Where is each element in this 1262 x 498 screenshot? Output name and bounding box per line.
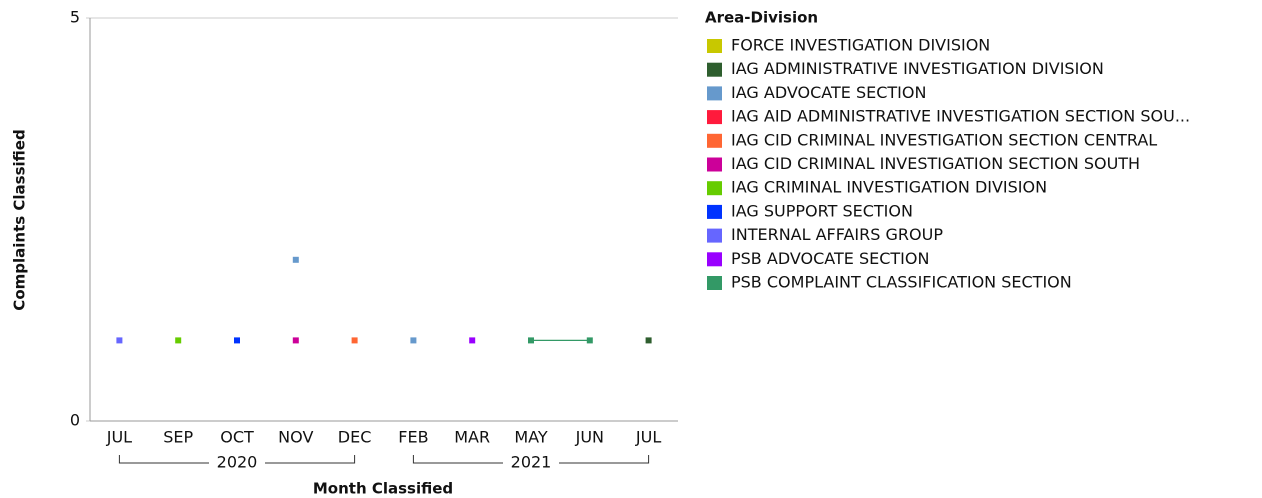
marker — [292, 337, 299, 344]
group-bracket — [118, 455, 356, 464]
marker — [645, 337, 652, 344]
marker — [528, 337, 534, 344]
x-tick-label: JUL — [635, 428, 661, 447]
x-tick-label: SEP — [163, 428, 193, 447]
legend-label: IAG AID ADMINISTRATIVE INVESTIGATION SEC… — [731, 107, 1190, 126]
legend-swatch — [707, 276, 722, 290]
group-label: 2021 — [511, 453, 552, 472]
legend-swatch — [707, 228, 722, 243]
x-axis-label: Month Classified — [313, 480, 453, 498]
legend-swatch — [707, 62, 722, 77]
x-tick-label: MAR — [454, 428, 490, 447]
legend-swatch — [707, 110, 722, 125]
y-tick-label: 5 — [70, 8, 80, 27]
legend-label: IAG ADVOCATE SECTION — [731, 83, 926, 102]
y-tick-label: 0 — [70, 411, 80, 430]
x-tick-label: OCT — [220, 428, 254, 447]
legend-label: IAG CRIMINAL INVESTIGATION DIVISION — [731, 178, 1047, 197]
legend-swatch — [707, 133, 722, 148]
x-tick-label: JUL — [106, 428, 132, 447]
marker — [234, 337, 240, 344]
legend-label: IAG CID CRIMINAL INVESTIGATION SECTION C… — [731, 130, 1157, 149]
legend-title: Area-Division — [705, 9, 818, 27]
marker — [469, 337, 476, 344]
y-axis-label: Complaints Classified — [11, 129, 29, 310]
x-tick-label: DEC — [338, 428, 372, 447]
marker — [116, 337, 123, 344]
marker — [586, 337, 593, 344]
legend-label: IAG SUPPORT SECTION — [731, 201, 913, 220]
legend-label: PSB COMPLAINT CLASSIFICATION SECTION — [731, 273, 1072, 292]
legend-swatch — [707, 181, 722, 196]
marker — [410, 337, 417, 344]
legend-label: INTERNAL AFFAIRS GROUP — [731, 225, 943, 244]
legend-swatch — [707, 39, 722, 53]
legend-swatch — [707, 204, 722, 219]
group-label: 2020 — [217, 453, 258, 472]
legend-swatch — [707, 86, 722, 101]
legend-label: IAG ADMINISTRATIVE INVESTIGATION DIVISIO… — [731, 59, 1104, 78]
marker — [175, 337, 182, 344]
x-tick-label: FEB — [398, 428, 428, 447]
marker — [351, 337, 358, 344]
x-tick-label: JUN — [575, 428, 604, 447]
legend-swatch — [707, 252, 722, 267]
x-tick-label: NOV — [278, 428, 313, 447]
legend-label: FORCE INVESTIGATION DIVISION — [731, 36, 990, 55]
legend-swatch — [707, 157, 722, 172]
legend-label: IAG CID CRIMINAL INVESTIGATION SECTION S… — [731, 154, 1140, 173]
group-bracket — [412, 455, 650, 464]
legend-label: PSB ADVOCATE SECTION — [731, 249, 929, 268]
x-tick-label: MAY — [514, 428, 548, 447]
marker — [292, 256, 299, 263]
